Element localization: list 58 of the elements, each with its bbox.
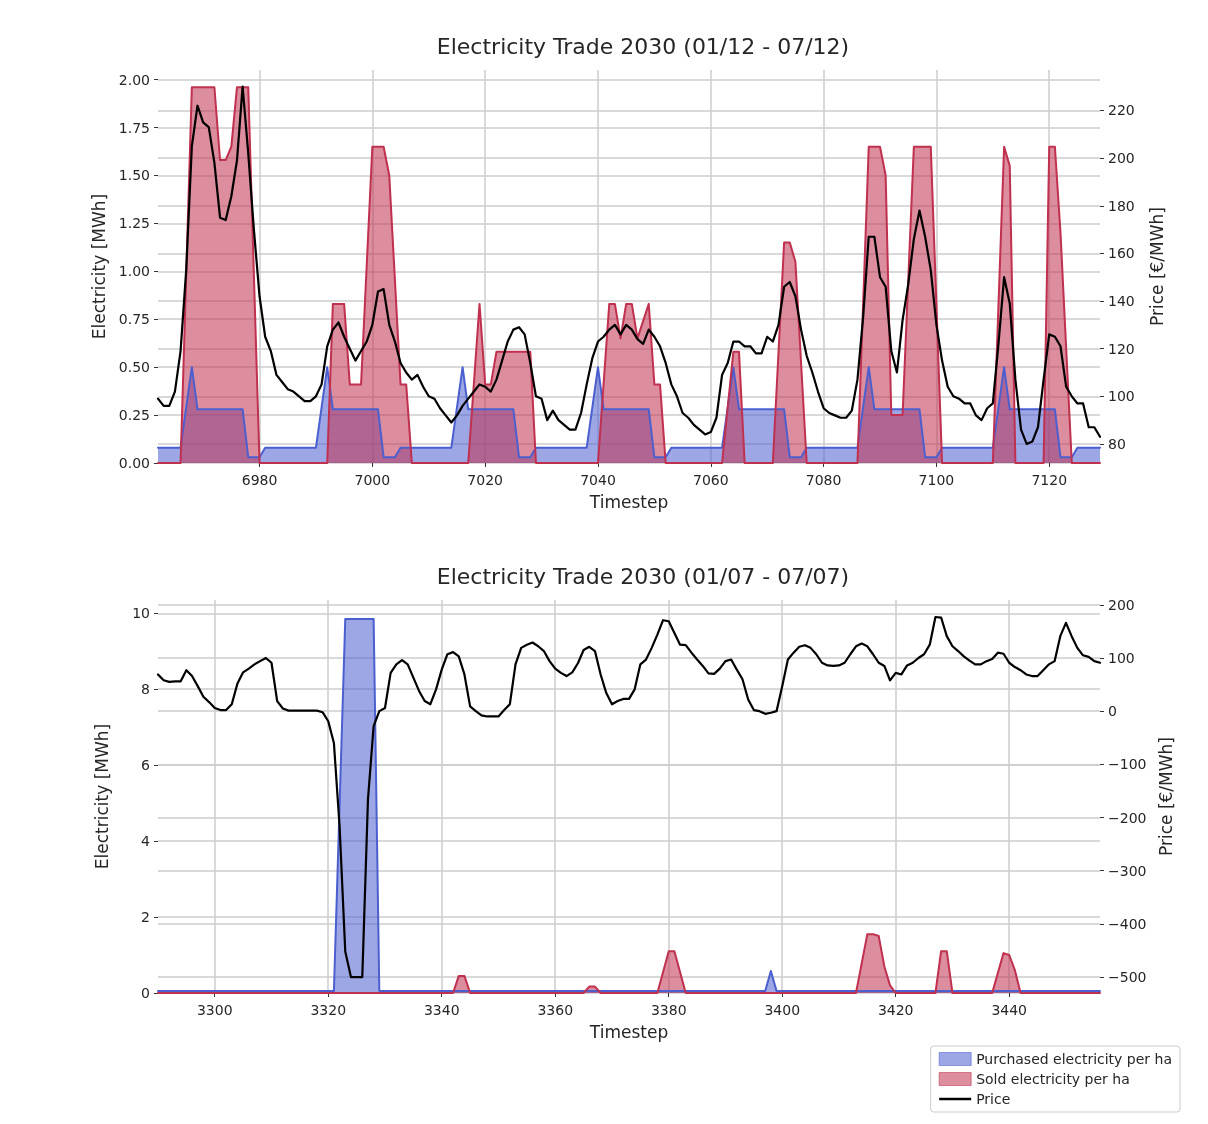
y-tick-label: 10 [132,605,150,622]
x-tick-label: 7000 [354,472,391,488]
y-tick-label: 1.25 [118,215,150,232]
y-tick-label: 0.25 [118,407,150,424]
y2-tick-label: −200 [1108,809,1147,826]
y2-tick-label: 180 [1108,197,1135,214]
x-tick-label: 3340 [423,1002,460,1018]
y2-tick-label: −300 [1108,862,1147,879]
y2-tick-label: −100 [1108,756,1147,773]
x-tick-label: 7020 [467,472,503,488]
y2-tick-label: 0 [1108,703,1117,720]
x-axis-title: Timestep [588,1021,669,1042]
y2-tick-label: 200 [1108,150,1135,167]
y2-tick-label: 140 [1108,293,1135,310]
y-tick-label: 1.00 [118,263,150,280]
x-tick-label: 3300 [196,1002,233,1018]
y-tick-label: 8 [141,681,150,698]
y2-tick-label: −400 [1108,915,1147,932]
y2-tick-label: 220 [1108,102,1135,119]
y2-tick-label: 120 [1108,340,1135,357]
y-axis-title: Electricity [MWh] [91,723,112,870]
x-tick-label: 3360 [537,1002,574,1018]
y-tick-label: 0.00 [118,455,150,471]
y-tick-label: 0 [141,985,150,1001]
x-tick-label: 7100 [918,472,955,488]
y2-tick-label: 160 [1108,245,1135,262]
x-tick-label: 7060 [692,472,729,488]
y-tick-label: 2 [141,909,150,926]
y2-tick-label: −500 [1108,969,1147,986]
y-tick-label: 6 [141,757,151,774]
x-tick-label: 3440 [991,1002,1028,1018]
y-tick-label: 1.50 [118,167,150,184]
legend-label: Price [976,1091,1011,1107]
x-tick-label: 7120 [1031,472,1068,488]
x-tick-label: 6980 [241,472,278,488]
y2-tick-label: 200 [1108,596,1135,613]
chart-title: Electricity Trade 2030 (01/12 - 07/12) [436,33,850,59]
y2-tick-label: 80 [1108,435,1126,452]
y-axis-title: Electricity [MWh] [89,193,110,340]
chart-title: Electricity Trade 2030 (01/07 - 07/07) [436,563,850,589]
y-tick-label: 4 [141,833,151,850]
legend-label: Purchased electricity per ha [976,1051,1173,1067]
y2-tick-label: 100 [1108,388,1135,405]
x-tick-label: 3380 [650,1002,687,1018]
x-tick-label: 3420 [877,1002,914,1018]
x-tick-label: 3400 [764,1002,801,1018]
y-tick-label: 2.00 [118,71,150,88]
y2-axis-title: Price [€/MWh] [1146,207,1167,326]
y-tick-label: 0.75 [118,311,150,328]
x-tick-label: 7040 [580,472,616,488]
y2-axis-title: Price [€/MWh] [1155,737,1176,856]
x-tick-label: 7080 [805,472,842,488]
y2-tick-label: 100 [1108,649,1135,666]
legend-label: Sold electricity per ha [976,1071,1130,1087]
x-tick-label: 3320 [310,1002,347,1018]
y-tick-label: 0.50 [118,359,150,376]
x-axis-title: Timestep [588,491,669,512]
y-tick-label: 1.75 [118,119,150,136]
